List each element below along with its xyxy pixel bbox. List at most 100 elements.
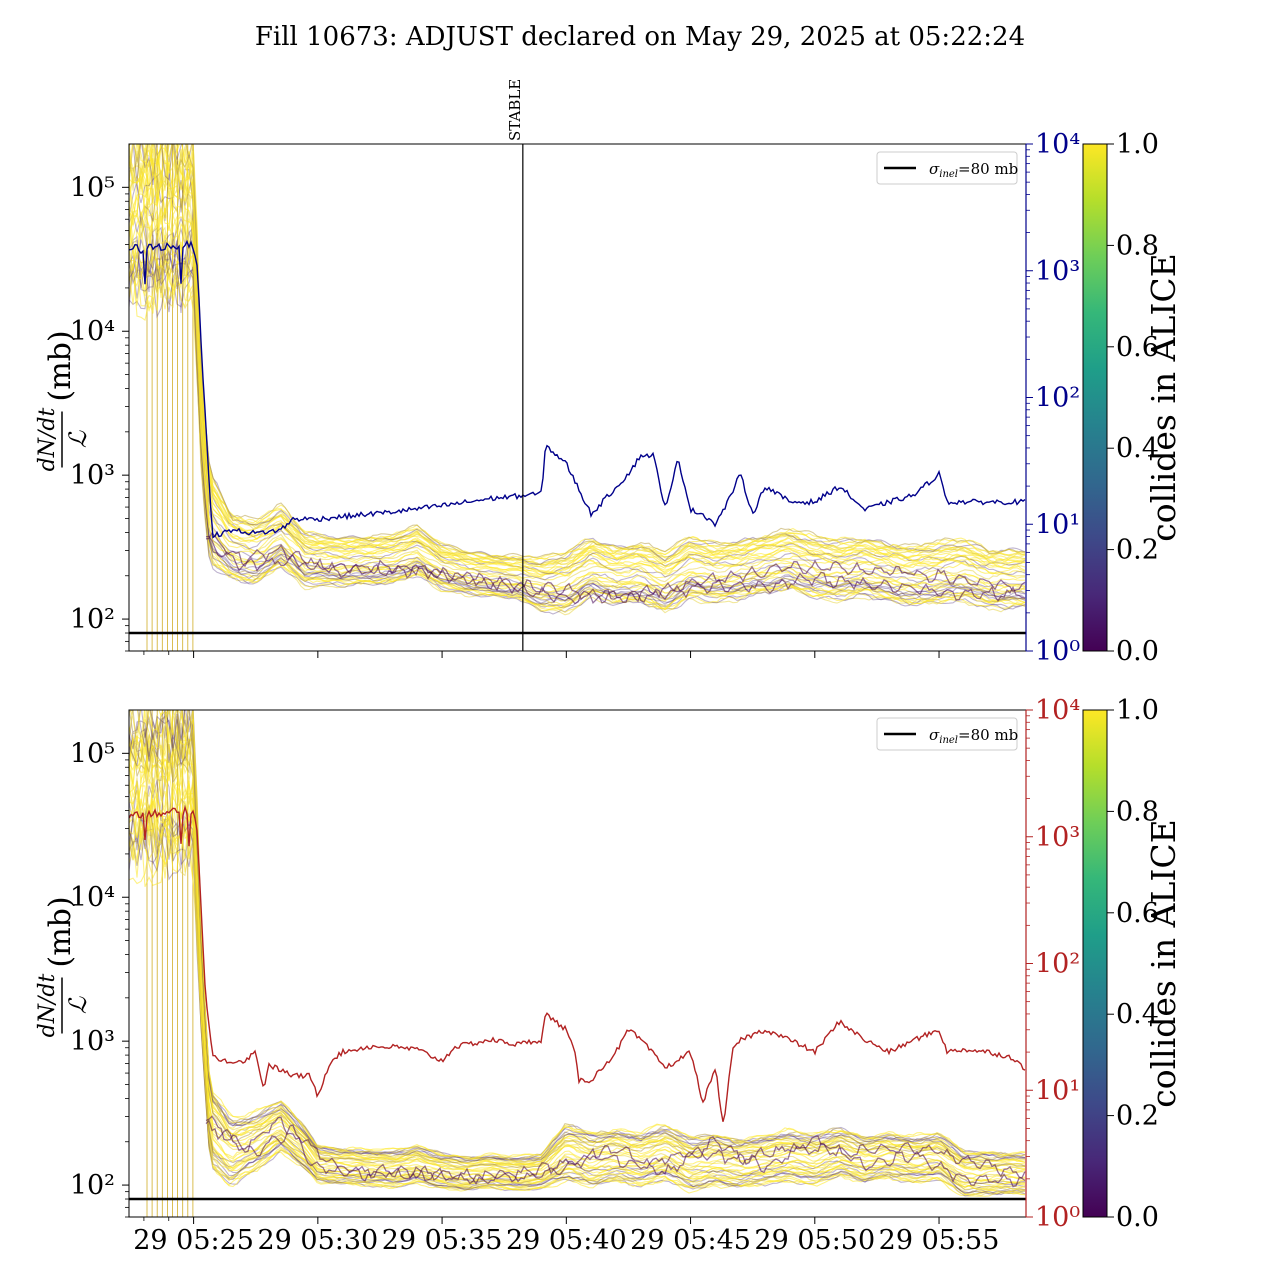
band-trace: [129, 188, 1026, 586]
right-tick-label: 10⁴: [1035, 695, 1080, 726]
band-trace: [129, 768, 1026, 1179]
band-trace: [129, 710, 1026, 1162]
band-trace: [129, 217, 1026, 598]
colorbar-tick-label: 1.0: [1116, 129, 1159, 160]
panel-top: STABLE 10² 10³ 10⁴ 10⁵ 10⁰ 10¹ 10² 10³ 10⁴ dN/dt ℒ (…: [35, 79, 1183, 667]
right-tick-label: 10¹: [1035, 1075, 1080, 1106]
colorbar-gradient: [1082, 143, 1108, 652]
trace-low-collision-2: [205, 535, 1026, 605]
band-trace: [129, 144, 1026, 561]
y-tick-label: 10²: [70, 604, 115, 635]
right-tick-label: 10²: [1035, 949, 1080, 980]
colorbar-tick-label: 0.4: [1116, 999, 1159, 1030]
colorbar: 0.0 0.2 0.4 0.6 0.8 1.0 collides in ALICE: [1082, 129, 1183, 667]
band-trace: [129, 769, 1026, 1184]
stable-marker-label: STABLE: [506, 79, 524, 141]
colorbar-tick-label: 0.0: [1116, 1202, 1159, 1233]
band-trace: [129, 710, 1026, 1164]
colorbar-label: collides in ALICE: [1144, 819, 1183, 1108]
band-trace: [129, 157, 1026, 574]
band-trace: [129, 144, 1026, 567]
band-trace: [129, 715, 1026, 1163]
band-trace: [129, 735, 1026, 1173]
band-trace: [129, 209, 1026, 593]
right-tick-label: 10⁴: [1035, 129, 1080, 160]
band-trace: [129, 727, 1026, 1170]
band-trace: [129, 804, 1026, 1197]
legend-box: [876, 151, 1018, 185]
x-tick-label: 29 05:40: [506, 1225, 627, 1256]
band-trace: [129, 710, 1026, 1160]
band-trace: [129, 144, 1026, 560]
figure-title: Fill 10673: ADJUST declared on May 29, 2…: [255, 22, 1025, 52]
band-trace: [129, 144, 1026, 561]
band-trace: [129, 144, 1026, 566]
legend-label: σinel=80 mb: [929, 726, 1018, 746]
y-axis-label: dN/dt ℒ (mb): [35, 896, 92, 1037]
right-tick-label: 10³: [1035, 256, 1080, 287]
colorbar-tick-label: 0.2: [1116, 1101, 1159, 1132]
band-trace: [129, 148, 1026, 573]
band-trace: [129, 710, 1026, 1160]
plot-area: [129, 144, 1026, 651]
right-axis-series: [129, 239, 1026, 539]
plot-area: [129, 710, 1026, 1217]
band-trace: [129, 209, 1025, 594]
band-trace: [129, 710, 1026, 1161]
band-trace: [129, 238, 1026, 605]
legend-box: [876, 717, 1018, 751]
band-trace: [129, 754, 1026, 1179]
colorbar-tick-label: 0.6: [1116, 898, 1159, 929]
legend: σinel=80 mb: [876, 151, 1018, 185]
band-trace: [129, 244, 1026, 606]
right-tick-label: 10⁰: [1035, 636, 1080, 667]
colorbar-gradient: [1082, 709, 1108, 1218]
band-trace: [129, 710, 1026, 1162]
right-tick-label: 10¹: [1035, 509, 1080, 540]
y-label-numerator: dN/dt: [35, 974, 60, 1038]
band-trace: [129, 198, 1025, 590]
band-trace: [129, 165, 1026, 578]
trace-low-collision-1: [205, 531, 1026, 604]
right-tick-label: 10⁰: [1035, 1202, 1080, 1233]
colorbar-tick-label: 0.0: [1116, 636, 1159, 667]
right-tick-label: 10²: [1035, 383, 1080, 414]
y-tick-label: 10²: [70, 1170, 115, 1201]
y-tick-label: 10⁵: [70, 172, 115, 203]
y-label-denominator: ℒ: [64, 430, 92, 448]
band-trace: [129, 144, 1026, 565]
band-trace: [129, 156, 1026, 575]
band-trace: [129, 144, 1026, 558]
band-trace: [129, 732, 1026, 1172]
band-trace: [129, 739, 1026, 1171]
band-trace: [129, 257, 1026, 610]
x-tick-label: 29 05:30: [257, 1225, 378, 1256]
x-tick-label: 29 05:25: [133, 1225, 254, 1256]
band-trace: [129, 813, 1026, 1196]
x-tick-label: 29 05:55: [879, 1225, 1000, 1256]
y-label-unit: (mb): [43, 896, 78, 967]
band-trace: [129, 805, 1026, 1192]
y-tick-label: 10³: [70, 460, 115, 491]
y-tick-label: 10⁵: [70, 738, 115, 769]
y-tick-label: 10⁴: [70, 882, 115, 913]
colorbar-tick-label: 0.4: [1116, 433, 1159, 464]
band-trace: [129, 256, 1026, 614]
colorbar-tick-label: 0.8: [1116, 796, 1159, 827]
band-trace: [129, 725, 1026, 1168]
y-tick-label: 10³: [70, 1026, 115, 1057]
colorbar-tick-label: 1.0: [1116, 695, 1159, 726]
legend: σinel=80 mb: [876, 717, 1018, 751]
band-trace: [129, 722, 1026, 1169]
band-trace: [129, 710, 1026, 1164]
colorbar: 0.0 0.2 0.4 0.6 0.8 1.0 collides in ALICE: [1082, 695, 1183, 1233]
band-trace: [129, 780, 1026, 1185]
band-trace: [129, 195, 1026, 588]
band-trace: [129, 159, 1026, 576]
legend-label: σinel=80 mb: [929, 160, 1018, 180]
colorbar-tick-label: 0.6: [1116, 332, 1159, 363]
